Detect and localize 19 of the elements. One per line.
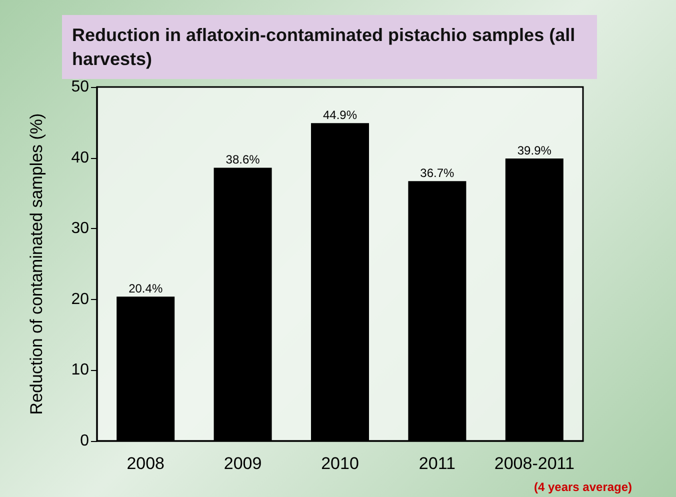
y-axis-title: Reduction of contaminated samples (%)	[27, 113, 46, 415]
chart-title: Reduction in aflatoxin-contaminated pistachio samples (all harvests)	[72, 25, 580, 69]
data-label: 38.6%	[226, 152, 260, 167]
y-tick-label: 20	[71, 290, 90, 308]
x-tick-label: 2008-2011	[494, 454, 574, 473]
data-label: 20.4%	[128, 282, 163, 296]
y-tick-label: 50	[71, 78, 90, 96]
x-tick-label: 2009	[224, 454, 262, 473]
y-tick-label: 10	[71, 362, 90, 379]
data-label: 39.9%	[517, 144, 552, 158]
x-tick-label: 2008	[126, 454, 165, 473]
data-label: 44.9%	[322, 108, 358, 122]
x-tick-label: 2011	[418, 454, 456, 473]
text: (4 years average)	[534, 480, 632, 494]
data-label: 36.7%	[420, 166, 455, 180]
y-tick-label: 30	[71, 220, 90, 238]
x-tick-label: 2010	[321, 454, 359, 473]
y-tick-label: 0	[80, 432, 90, 450]
y-tick-label: 40	[71, 149, 90, 166]
